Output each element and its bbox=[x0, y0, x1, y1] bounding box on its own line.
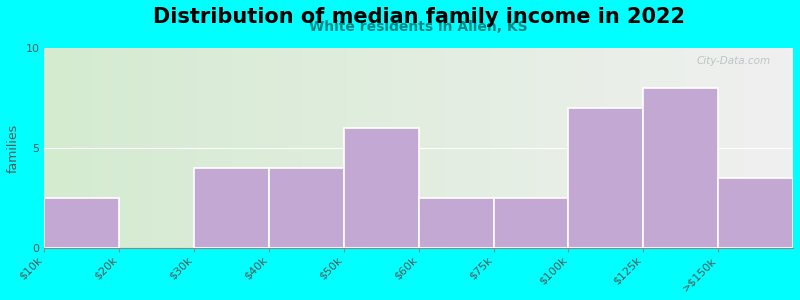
Bar bbox=[718, 178, 793, 248]
Bar bbox=[418, 198, 494, 248]
Title: Distribution of median family income in 2022: Distribution of median family income in … bbox=[153, 7, 685, 27]
Text: City-Data.com: City-Data.com bbox=[697, 56, 770, 66]
Bar bbox=[494, 198, 569, 248]
Bar bbox=[344, 128, 418, 248]
Bar bbox=[269, 168, 344, 248]
Bar bbox=[44, 198, 119, 248]
Text: White residents in Allen, KS: White residents in Allen, KS bbox=[310, 20, 528, 34]
Bar bbox=[643, 88, 718, 248]
Bar bbox=[194, 168, 269, 248]
Bar bbox=[569, 108, 643, 248]
Y-axis label: families: families bbox=[7, 124, 20, 172]
